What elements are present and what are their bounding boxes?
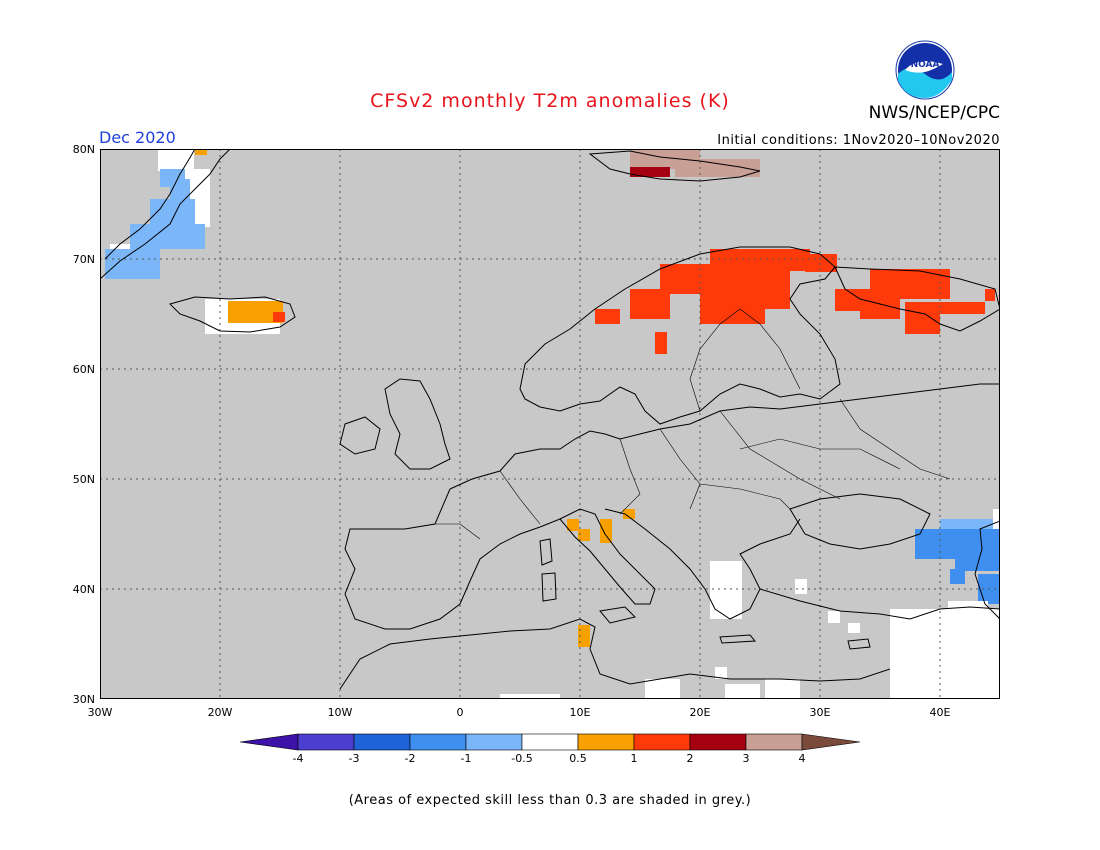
lat-label: 60N: [72, 363, 95, 376]
colorbar-tick: -4: [292, 752, 304, 765]
skill-footnote: (Areas of expected skill less than 0.3 a…: [348, 793, 752, 808]
colorbar-tick: 4: [798, 752, 806, 765]
month-label: Dec 2020: [99, 128, 176, 147]
lat-label: 80N: [72, 143, 95, 156]
anomaly-map: [100, 149, 1000, 699]
lon-label: 30E: [809, 706, 831, 719]
lon-label: 40E: [929, 706, 951, 719]
colorbar: [240, 733, 861, 751]
agency-label: NWS/NCEP/CPC: [868, 103, 1000, 123]
colorbar-swatch: [521, 733, 579, 751]
colorbar-tick: -0.5: [511, 752, 533, 765]
lon-label: 0: [456, 706, 464, 719]
colorbar-swatch: [297, 733, 355, 751]
colorbar-tick: 2: [686, 752, 694, 765]
map-title: CFSv2 monthly T2m anomalies (K): [370, 90, 730, 112]
colorbar-tick: -3: [348, 752, 360, 765]
colorbar-tick: 3: [742, 752, 750, 765]
lat-label: 40N: [72, 583, 95, 596]
lon-label: 30W: [87, 706, 113, 719]
lat-label: 50N: [72, 473, 95, 486]
colorbar-high-arrow: [801, 733, 861, 751]
map-background: [100, 149, 1000, 699]
lon-label: 20W: [207, 706, 233, 719]
colorbar-tick: 0.5: [569, 752, 587, 765]
colorbar-swatch: [353, 733, 411, 751]
lat-label: 70N: [72, 253, 95, 266]
noaa-logo-icon: NOAA: [895, 40, 955, 100]
colorbar-swatch: [745, 733, 803, 751]
logo-text: NOAA: [911, 60, 940, 70]
colorbar-swatch: [465, 733, 523, 751]
coastlines: [100, 149, 1000, 690]
lat-label: 30N: [72, 693, 95, 706]
initial-conditions-label: Initial conditions: 1Nov2020–10Nov2020: [717, 133, 1000, 148]
lon-label: 10W: [327, 706, 353, 719]
grid-lines: [100, 149, 1000, 699]
colorbar-swatch: [577, 733, 635, 751]
colorbar-swatch: [409, 733, 467, 751]
colorbar-swatch: [689, 733, 747, 751]
colorbar-tick: 1: [630, 752, 638, 765]
colorbar-tick: -1: [460, 752, 472, 765]
colorbar-tick: -2: [404, 752, 416, 765]
country-borders: [435, 308, 951, 540]
lon-label: 10E: [569, 706, 591, 719]
colorbar-low-arrow: [240, 733, 299, 751]
lon-label: 20E: [689, 706, 711, 719]
colorbar-swatch: [633, 733, 691, 751]
